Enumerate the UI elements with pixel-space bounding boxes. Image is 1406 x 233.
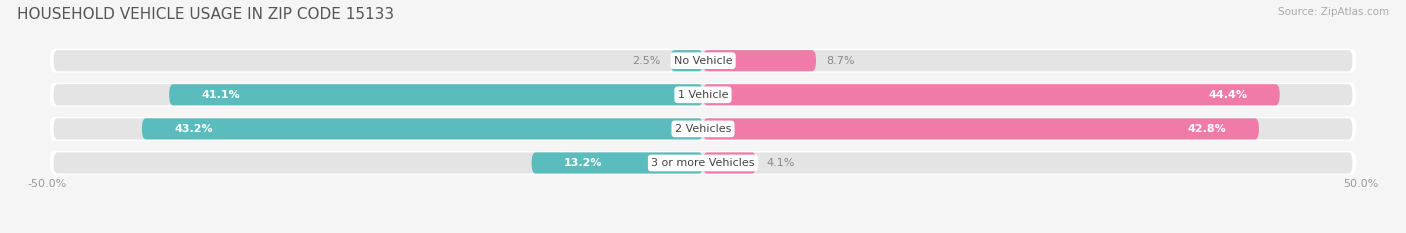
FancyBboxPatch shape — [53, 84, 1353, 105]
Text: 43.2%: 43.2% — [174, 124, 212, 134]
Text: No Vehicle: No Vehicle — [673, 56, 733, 66]
FancyBboxPatch shape — [531, 152, 703, 174]
FancyBboxPatch shape — [49, 151, 1357, 175]
FancyBboxPatch shape — [703, 50, 815, 71]
FancyBboxPatch shape — [53, 50, 1353, 71]
Text: 42.8%: 42.8% — [1188, 124, 1226, 134]
FancyBboxPatch shape — [142, 118, 703, 140]
FancyBboxPatch shape — [703, 118, 1258, 140]
Text: -50.0%: -50.0% — [28, 179, 67, 189]
Text: 13.2%: 13.2% — [564, 158, 603, 168]
Text: 50.0%: 50.0% — [1343, 179, 1378, 189]
Text: 2 Vehicles: 2 Vehicles — [675, 124, 731, 134]
Text: 3 or more Vehicles: 3 or more Vehicles — [651, 158, 755, 168]
Text: 4.1%: 4.1% — [766, 158, 794, 168]
Text: 41.1%: 41.1% — [201, 90, 240, 100]
FancyBboxPatch shape — [53, 152, 1353, 174]
FancyBboxPatch shape — [169, 84, 703, 105]
FancyBboxPatch shape — [703, 152, 756, 174]
FancyBboxPatch shape — [671, 50, 703, 71]
Text: 44.4%: 44.4% — [1208, 90, 1247, 100]
Text: 1 Vehicle: 1 Vehicle — [678, 90, 728, 100]
Text: Source: ZipAtlas.com: Source: ZipAtlas.com — [1278, 7, 1389, 17]
FancyBboxPatch shape — [49, 49, 1357, 73]
FancyBboxPatch shape — [703, 84, 1279, 105]
FancyBboxPatch shape — [49, 117, 1357, 141]
FancyBboxPatch shape — [53, 118, 1353, 140]
FancyBboxPatch shape — [49, 83, 1357, 107]
Text: 8.7%: 8.7% — [827, 56, 855, 66]
Text: HOUSEHOLD VEHICLE USAGE IN ZIP CODE 15133: HOUSEHOLD VEHICLE USAGE IN ZIP CODE 1513… — [17, 7, 394, 22]
Text: 2.5%: 2.5% — [631, 56, 661, 66]
